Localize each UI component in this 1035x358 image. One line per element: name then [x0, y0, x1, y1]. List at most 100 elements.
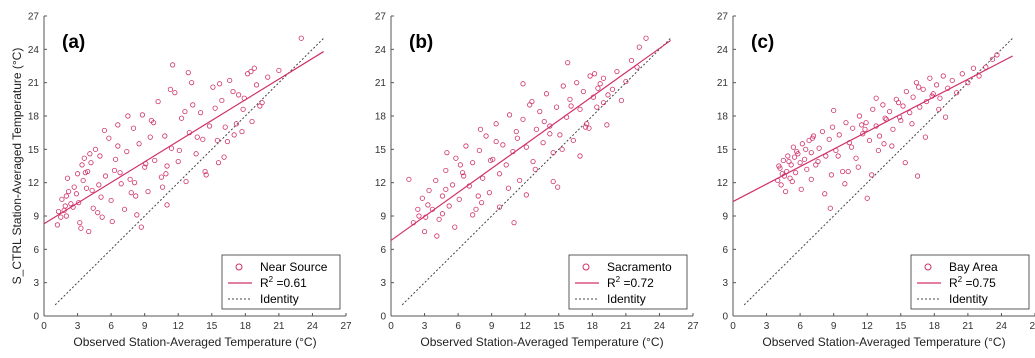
- data-point: [212, 105, 218, 111]
- data-point: [456, 196, 462, 202]
- data-point: [54, 222, 61, 228]
- data-point: [86, 228, 92, 235]
- data-point: [240, 106, 246, 112]
- data-point: [162, 133, 168, 139]
- legend-box: [910, 254, 1030, 310]
- data-point: [553, 104, 560, 110]
- data-point: [916, 84, 922, 90]
- data-point: [249, 118, 255, 125]
- legend-scatter-label: Near Source: [260, 260, 328, 274]
- data-point: [111, 167, 118, 174]
- data-point: [486, 190, 493, 196]
- data-point: [102, 173, 109, 179]
- data-point: [134, 212, 140, 218]
- data-point: [780, 157, 786, 164]
- data-point: [850, 125, 856, 131]
- y-tick-label: 18: [28, 112, 40, 123]
- data-point: [183, 178, 189, 185]
- data-point: [64, 175, 71, 181]
- data-point: [443, 186, 449, 192]
- data-point: [132, 180, 138, 186]
- x-tick-label: 21: [273, 321, 285, 332]
- data-point: [643, 35, 649, 41]
- data-point: [251, 65, 257, 71]
- data-point: [444, 150, 450, 156]
- data-point: [855, 164, 861, 170]
- data-point: [628, 57, 635, 64]
- data-point: [922, 134, 928, 140]
- y-tick-label: 27: [375, 12, 387, 23]
- data-point: [175, 158, 181, 165]
- legend-box: [221, 254, 341, 310]
- data-point: [112, 156, 119, 162]
- data-point: [221, 154, 227, 160]
- data-point: [936, 106, 942, 112]
- y-tick-label: 6: [722, 245, 728, 256]
- data-point: [876, 133, 883, 139]
- data-point: [200, 136, 206, 142]
- data-point: [866, 137, 873, 144]
- data-point: [475, 193, 481, 199]
- data-point: [511, 220, 517, 226]
- data-point: [940, 73, 946, 79]
- panel-b: 0 3 6 9 12 15 18 21 24 27 0 3 6 9 12 15 18 21 24 27 Observed…: [375, 12, 699, 350]
- data-point: [115, 143, 121, 149]
- data-point: [90, 205, 96, 211]
- x-tick-label: 0: [730, 321, 736, 332]
- y-tick-label: 3: [33, 278, 39, 289]
- data-point: [118, 181, 124, 187]
- data-point: [587, 73, 593, 79]
- data-point: [860, 131, 866, 137]
- data-point: [55, 208, 62, 215]
- data-point: [124, 148, 130, 155]
- data-point: [155, 98, 161, 105]
- data-point: [73, 191, 80, 197]
- data-point: [98, 194, 104, 200]
- data-point: [203, 172, 209, 178]
- data-point: [586, 125, 592, 131]
- data-point: [178, 115, 185, 121]
- data-point: [477, 126, 484, 132]
- data-point: [591, 71, 598, 77]
- data-point: [85, 168, 91, 175]
- data-point: [127, 176, 133, 182]
- data-point: [886, 108, 893, 115]
- data-point: [933, 82, 940, 88]
- data-point: [145, 188, 151, 195]
- data-point: [92, 146, 99, 152]
- data-point: [74, 171, 81, 177]
- x-tick-label: 24: [654, 321, 666, 332]
- data-point: [210, 84, 216, 90]
- data-point: [487, 157, 494, 164]
- data-point: [970, 65, 977, 71]
- y-tick-label: 24: [375, 45, 387, 56]
- x-axis-label: Observed Station-Averaged Temperature (°…: [762, 335, 1005, 349]
- x-tick-label: 3: [422, 321, 428, 332]
- data-point: [172, 90, 178, 96]
- y-tick-label: 3: [380, 278, 386, 289]
- data-point: [875, 147, 882, 154]
- data-point: [829, 124, 836, 130]
- fit-line: [732, 55, 1013, 203]
- y-tick-label: 27: [717, 12, 729, 23]
- data-point: [83, 185, 90, 191]
- data-point: [803, 146, 809, 152]
- x-tick-label: 27: [340, 321, 352, 332]
- data-point: [416, 213, 422, 219]
- data-point: [927, 75, 933, 81]
- data-point: [799, 141, 805, 147]
- data-point: [449, 182, 456, 188]
- data-point: [76, 200, 82, 206]
- data-point: [224, 138, 231, 145]
- data-point: [505, 185, 512, 191]
- legend-identity-label: Identity: [607, 292, 646, 306]
- data-point: [618, 97, 625, 104]
- data-point: [66, 188, 72, 195]
- data-point: [453, 155, 459, 161]
- data-point: [78, 225, 84, 231]
- x-tick-label: 9: [831, 321, 837, 332]
- data-point: [496, 204, 503, 210]
- data-point: [185, 70, 191, 76]
